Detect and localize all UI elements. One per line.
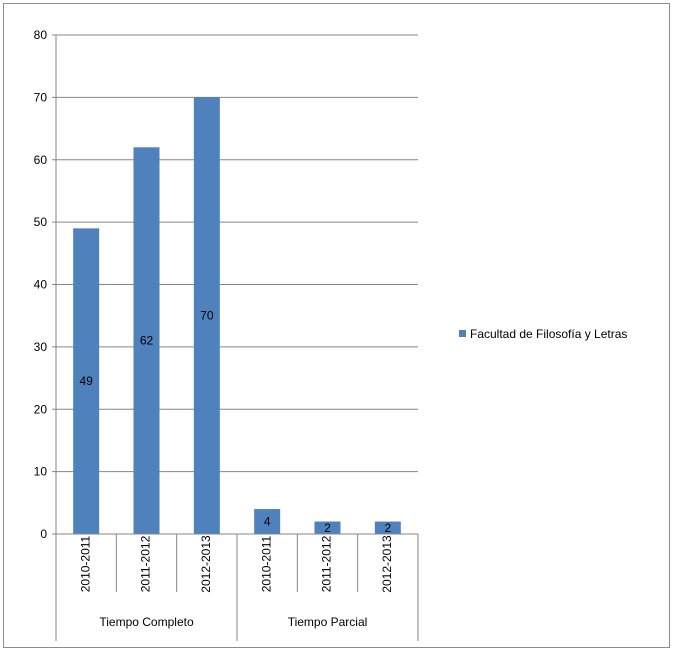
y-tick-label: 50	[34, 215, 48, 229]
category-label: 2010-2011	[259, 535, 273, 592]
legend: Facultad de Filosofía y Letras	[459, 327, 627, 341]
x-axis: 2010-2011 2011-2012 2012-2013 2010-2011 2011…	[55, 533, 419, 641]
legend-swatch	[459, 330, 466, 337]
data-labels: 49 62 70 4 2 2	[79, 309, 391, 535]
data-label: 70	[200, 309, 214, 323]
y-tick-label: 40	[34, 278, 48, 292]
data-label: 2	[384, 521, 391, 535]
bars	[73, 97, 401, 535]
data-label: 2	[324, 521, 331, 535]
bar	[193, 97, 220, 534]
category-label: 2012-2013	[199, 535, 213, 593]
y-tick-label: 30	[34, 340, 48, 354]
data-label: 49	[79, 374, 93, 388]
y-axis: 0 10 20 30 40 50 60 70 80	[34, 28, 57, 541]
category-label: 2011-2012	[320, 535, 334, 592]
y-tick-label: 10	[34, 465, 48, 479]
group-label: Tiempo Completo	[99, 615, 194, 629]
y-tick-label: 80	[34, 28, 48, 42]
data-label: 62	[140, 334, 154, 348]
group-label: Tiempo Parcial	[288, 615, 368, 629]
y-tick-label: 70	[34, 90, 48, 104]
bar	[133, 147, 160, 534]
bar	[314, 521, 341, 534]
legend-label: Facultad de Filosofía y Letras	[470, 327, 627, 341]
bar	[73, 228, 100, 535]
bar	[374, 521, 401, 534]
y-tick-label: 60	[34, 153, 48, 167]
category-label: 2012-2013	[380, 535, 394, 593]
data-label: 4	[264, 515, 271, 529]
gridlines	[56, 34, 418, 473]
y-tick-label: 20	[34, 402, 48, 416]
y-tick-label: 0	[40, 527, 47, 541]
category-label: 2010-2011	[78, 535, 92, 592]
chart-frame: 0 10 20 30 40 50 60 70 80 49 62 70 4 2 2 2010-2011 201…	[3, 3, 670, 648]
bar	[254, 509, 281, 534]
category-label: 2011-2012	[139, 535, 153, 592]
